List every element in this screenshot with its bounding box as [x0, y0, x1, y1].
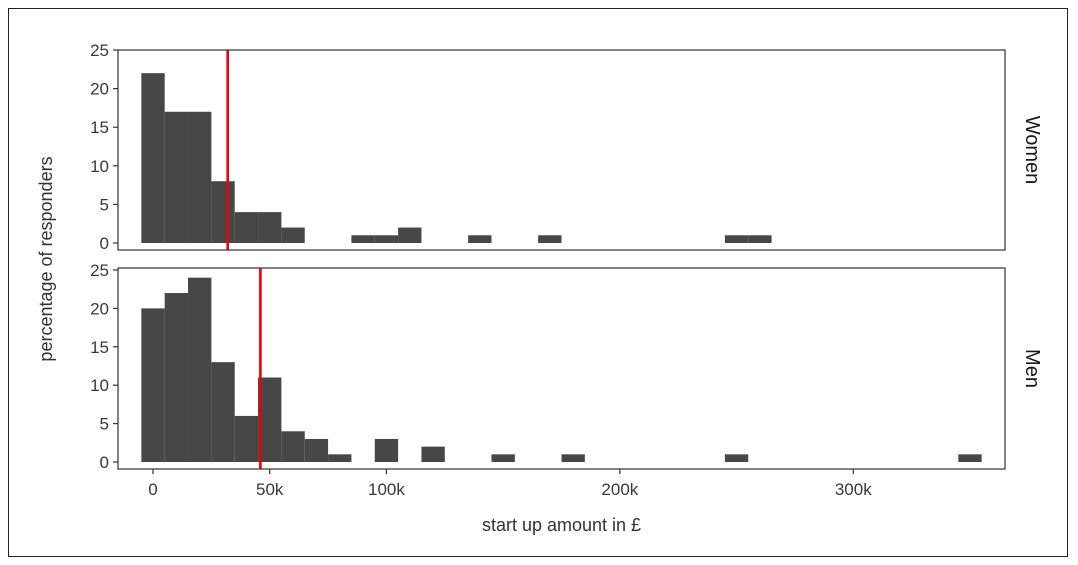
y-axis-title: percentage of responders — [36, 156, 56, 361]
y-tick-label: 20 — [90, 80, 109, 99]
histogram-bar — [258, 212, 282, 243]
x-axis: 0 50k 100k 200k 300k — [148, 469, 872, 499]
histogram-bar — [281, 431, 305, 462]
histogram-bar — [188, 111, 212, 243]
x-tick-label: 100k — [368, 480, 405, 499]
y-tick-label: 25 — [90, 261, 109, 280]
y-tick-label: 15 — [90, 118, 109, 137]
y-tick-label: 5 — [100, 195, 109, 214]
histogram-bar — [724, 454, 749, 462]
histogram-bar — [211, 362, 235, 462]
y-tick-label: 10 — [90, 157, 109, 176]
histogram-bar — [561, 454, 585, 462]
panel-women: 0 5 10 15 20 25 Women — [90, 41, 1043, 253]
chart-frame — [8, 8, 1068, 557]
histogram-bar — [374, 235, 399, 243]
panel-border — [117, 267, 1006, 470]
histogram-bar — [234, 212, 259, 243]
histogram-bar — [351, 235, 375, 243]
x-tick-label: 50k — [256, 480, 284, 499]
histogram-bar — [188, 277, 212, 462]
histogram-bar — [304, 438, 329, 462]
y-tick-label: 20 — [90, 299, 109, 318]
y-tick-label: 10 — [90, 376, 109, 395]
histogram-bar — [398, 227, 422, 243]
histogram-bar — [234, 415, 259, 462]
panel-men: 0 5 10 15 20 25 Men — [90, 261, 1043, 472]
x-tick-label: 0 — [148, 480, 157, 499]
y-tick-label: 5 — [100, 415, 109, 434]
histogram-bar — [141, 73, 165, 243]
histogram-bar — [164, 293, 189, 462]
histogram-bar — [164, 111, 189, 243]
x-tick-label: 200k — [601, 480, 638, 499]
y-tick-label: 0 — [100, 234, 109, 253]
histogram-bar — [468, 235, 492, 243]
histogram-bar — [211, 181, 235, 243]
panel-border — [117, 49, 1006, 251]
y-tick-label: 25 — [90, 41, 109, 60]
histogram-bar — [724, 235, 749, 243]
histogram-bar — [538, 235, 562, 243]
histogram-bar — [141, 308, 165, 462]
histogram-bar — [958, 454, 982, 462]
histogram-bar — [281, 227, 305, 243]
histogram-bar — [374, 438, 399, 462]
x-tick-label: 300k — [835, 480, 872, 499]
histogram-bar — [258, 377, 282, 462]
facet-strip-label: Men — [1021, 349, 1043, 388]
facet-strip-label: Women — [1021, 116, 1043, 185]
histogram-bar — [748, 235, 772, 243]
y-tick-label: 0 — [100, 453, 109, 472]
histogram-bar — [491, 454, 515, 462]
y-tick-label: 15 — [90, 338, 109, 357]
histogram-bar — [421, 446, 445, 462]
histogram-bar — [328, 454, 352, 462]
x-axis-title: start up amount in £ — [482, 515, 641, 535]
